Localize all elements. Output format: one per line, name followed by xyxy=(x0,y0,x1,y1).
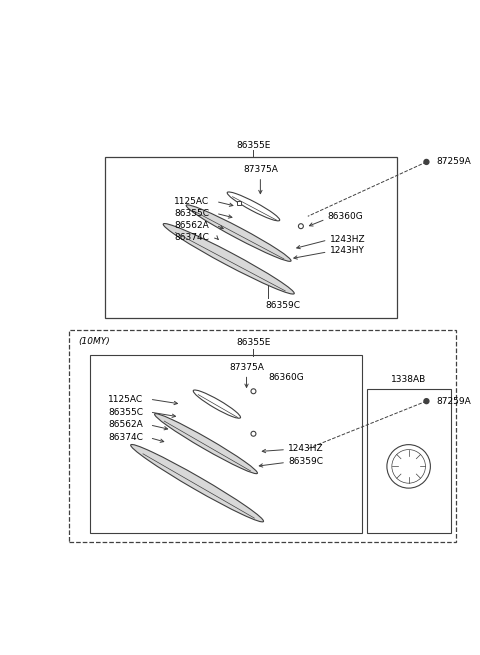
Bar xyxy=(237,202,240,206)
Ellipse shape xyxy=(155,413,257,474)
Text: 86355E: 86355E xyxy=(236,141,271,149)
Text: 86374C: 86374C xyxy=(108,433,143,442)
Ellipse shape xyxy=(227,192,280,221)
Circle shape xyxy=(251,389,256,394)
Circle shape xyxy=(424,399,429,403)
Text: 1243HZ: 1243HZ xyxy=(288,444,324,453)
Text: 86374C: 86374C xyxy=(174,233,209,242)
Ellipse shape xyxy=(163,223,294,294)
Text: 86562A: 86562A xyxy=(174,221,209,230)
Text: 86355C: 86355C xyxy=(108,407,143,417)
Bar xyxy=(367,389,451,533)
Text: (10MY): (10MY) xyxy=(79,337,110,346)
Circle shape xyxy=(398,455,420,477)
Text: 86359C: 86359C xyxy=(288,457,323,466)
Circle shape xyxy=(424,159,429,164)
Text: 86355C: 86355C xyxy=(174,209,209,218)
Text: 1338AB: 1338AB xyxy=(391,375,426,384)
Circle shape xyxy=(299,224,303,229)
Circle shape xyxy=(387,445,431,488)
Text: 86562A: 86562A xyxy=(108,421,143,430)
Ellipse shape xyxy=(131,445,264,522)
Text: 87259A: 87259A xyxy=(436,397,471,405)
Text: 1125AC: 1125AC xyxy=(174,197,209,206)
Text: 87259A: 87259A xyxy=(436,157,471,166)
Circle shape xyxy=(392,449,425,483)
Ellipse shape xyxy=(193,390,240,419)
Text: 1125AC: 1125AC xyxy=(108,395,143,403)
Bar xyxy=(105,157,397,318)
Text: 86355E: 86355E xyxy=(236,339,271,347)
Text: 87375A: 87375A xyxy=(229,363,264,372)
Circle shape xyxy=(251,431,256,436)
Text: 1243HY: 1243HY xyxy=(330,246,364,255)
Text: 86359C: 86359C xyxy=(265,301,300,310)
Bar xyxy=(69,330,456,542)
Text: 87375A: 87375A xyxy=(243,165,278,174)
Text: 86360G: 86360G xyxy=(327,212,363,221)
Ellipse shape xyxy=(186,205,291,261)
Text: 86360G: 86360G xyxy=(268,373,304,382)
Bar xyxy=(90,355,362,533)
Text: 1243HZ: 1243HZ xyxy=(330,234,365,244)
